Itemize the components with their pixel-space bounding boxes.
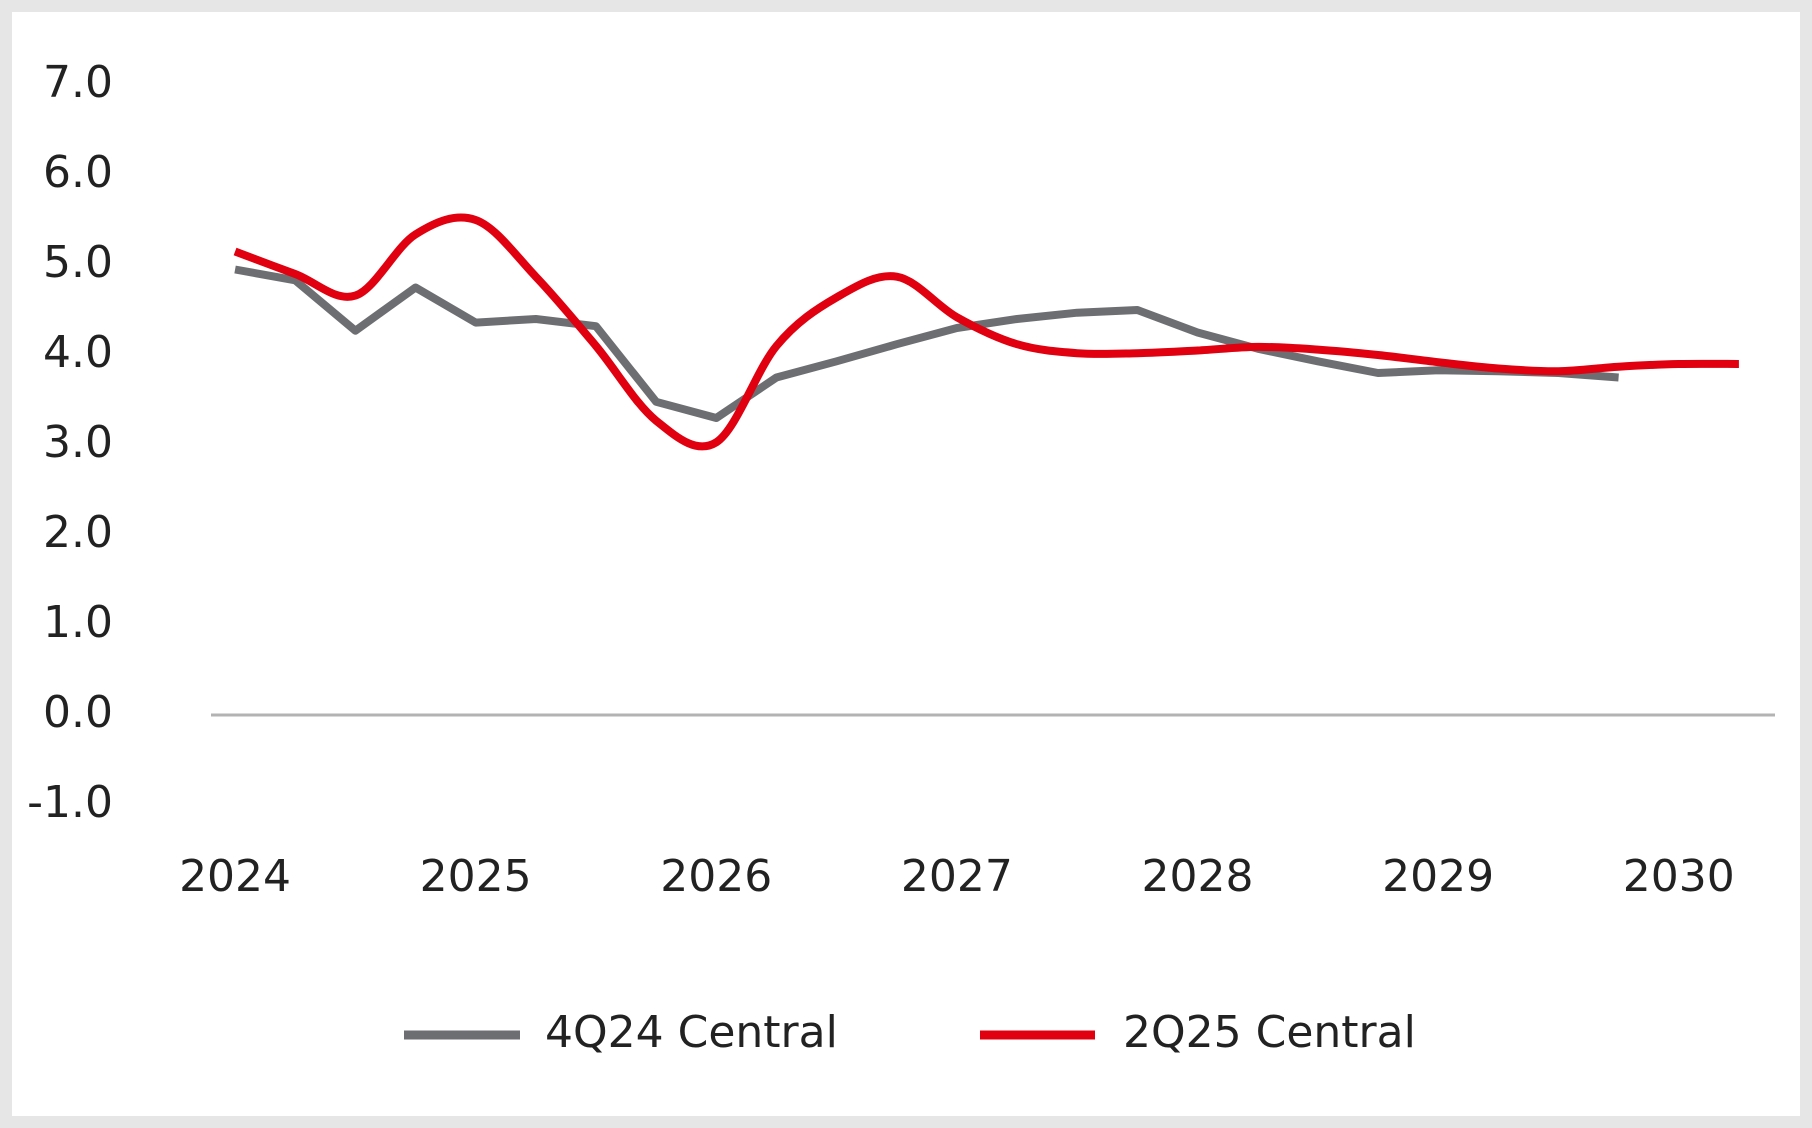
- y-tick-label: 5.0: [43, 237, 113, 288]
- y-tick-label: 2.0: [43, 507, 113, 558]
- x-tick-label: 2027: [901, 851, 1013, 902]
- y-tick-label: 6.0: [43, 147, 113, 198]
- x-tick-label: 2028: [1142, 851, 1254, 902]
- y-tick-label: 4.0: [43, 327, 113, 378]
- x-tick-label: 2024: [179, 851, 291, 902]
- series-line: [234, 265, 1619, 422]
- y-tick-label: 1.0: [43, 597, 113, 648]
- legend-label: 2Q25 Central: [1123, 1007, 1416, 1058]
- legend-label: 4Q24 Central: [545, 1007, 838, 1058]
- x-tick-label: 2029: [1382, 851, 1494, 902]
- series-line: [233, 213, 1739, 451]
- x-tick-label: 2030: [1623, 851, 1735, 902]
- y-tick-label: 7.0: [43, 57, 113, 108]
- y-tick-label: -1.0: [27, 777, 113, 828]
- x-tick-label: 2026: [660, 851, 772, 902]
- x-tick-label: 2025: [420, 851, 532, 902]
- y-tick-label: 3.0: [43, 417, 113, 468]
- y-tick-label: 0.0: [43, 687, 113, 738]
